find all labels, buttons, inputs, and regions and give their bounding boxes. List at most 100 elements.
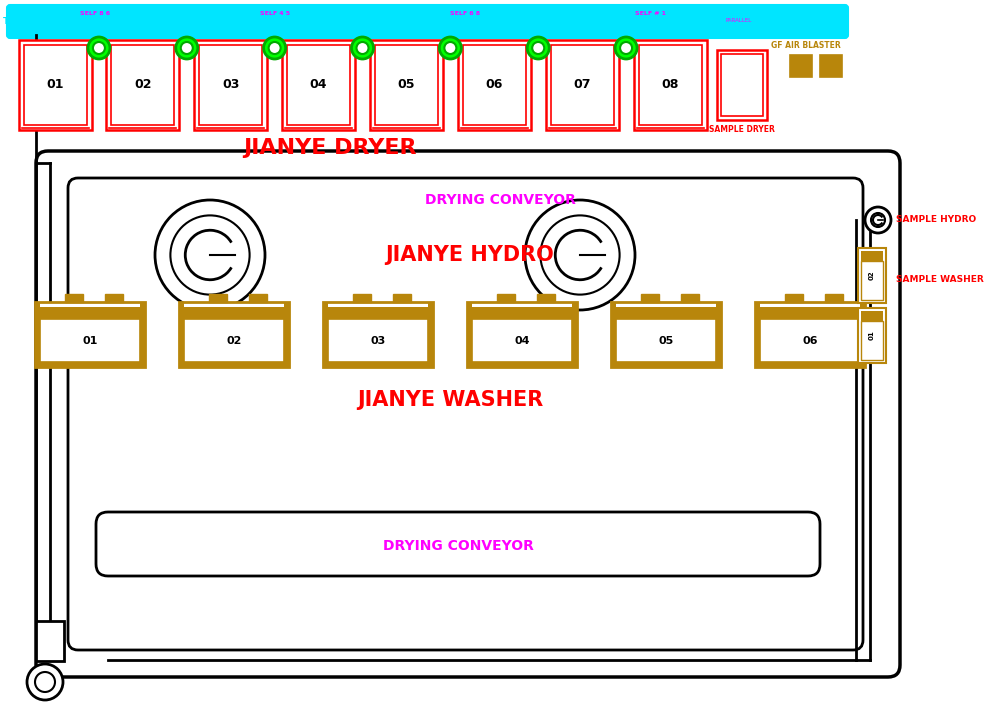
Text: 02: 02 (869, 270, 875, 280)
Bar (858, 248, 886, 303)
Bar (179, 302, 184, 367)
Bar (428, 302, 433, 367)
Circle shape (527, 37, 549, 59)
Bar (105, 294, 123, 302)
Bar (537, 294, 555, 302)
Bar (323, 302, 433, 367)
Bar (194, 40, 267, 130)
Bar (40, 307, 140, 319)
Circle shape (865, 207, 891, 233)
Circle shape (269, 42, 281, 54)
Circle shape (615, 37, 637, 59)
Bar (458, 40, 531, 130)
Bar (209, 294, 227, 302)
Text: TROLLEY: TROLLEY (3, 18, 48, 27)
Circle shape (88, 37, 110, 59)
Text: 600mm: 600mm (472, 18, 493, 23)
Bar (40, 319, 140, 362)
Bar (755, 302, 865, 367)
Bar (467, 302, 577, 367)
Bar (790, 55, 812, 77)
Text: SAMPLE WASHER: SAMPLE WASHER (896, 275, 984, 285)
Bar (18, 40, 92, 130)
Bar (375, 45, 438, 125)
Bar (353, 294, 371, 302)
Bar (716, 302, 721, 367)
Bar (40, 362, 140, 367)
Bar (861, 261, 883, 300)
Bar (35, 302, 40, 367)
Text: 01: 01 (869, 330, 875, 340)
Bar (328, 307, 428, 319)
Bar (546, 40, 619, 130)
Text: GF AIR BLASTER: GF AIR BLASTER (771, 41, 841, 50)
Bar (472, 307, 572, 319)
FancyBboxPatch shape (36, 151, 900, 677)
Text: SELF # 1: SELF # 1 (635, 11, 666, 16)
Circle shape (356, 42, 368, 54)
Bar (106, 40, 179, 130)
Text: JIANYE HYDRO: JIANYE HYDRO (386, 245, 554, 265)
Bar (36, 621, 64, 661)
Circle shape (352, 37, 374, 59)
Bar (611, 302, 721, 367)
Bar (616, 319, 716, 362)
Circle shape (93, 42, 105, 54)
Bar (755, 302, 760, 367)
FancyBboxPatch shape (96, 512, 820, 576)
Bar (472, 319, 572, 362)
Circle shape (170, 215, 250, 294)
Circle shape (181, 42, 193, 54)
Bar (497, 294, 515, 302)
Text: SELF 4 5: SELF 4 5 (260, 11, 290, 16)
Text: SELF 8 6: SELF 8 6 (80, 11, 110, 16)
Circle shape (155, 200, 265, 310)
Bar (861, 251, 883, 261)
Text: 08: 08 (661, 78, 679, 92)
Circle shape (620, 42, 632, 54)
Circle shape (532, 42, 544, 54)
Text: 01: 01 (82, 335, 98, 345)
Bar (323, 302, 328, 367)
Circle shape (540, 215, 620, 294)
Text: UP: UP (230, 11, 240, 16)
FancyBboxPatch shape (7, 5, 848, 38)
Text: SAMPLE DRYER: SAMPLE DRYER (709, 125, 775, 134)
Circle shape (35, 672, 55, 692)
Text: 05: 05 (398, 78, 415, 92)
Bar (825, 294, 843, 302)
Bar (184, 319, 284, 362)
Bar (140, 302, 145, 367)
Bar (717, 50, 767, 120)
Bar (467, 302, 472, 367)
Text: DRYING CONVEYOR: DRYING CONVEYOR (425, 193, 575, 207)
Text: JIANYE DRYER: JIANYE DRYER (243, 138, 417, 158)
Bar (282, 40, 355, 130)
Circle shape (27, 664, 63, 700)
Text: 03: 03 (222, 78, 239, 92)
Bar (760, 362, 860, 367)
Bar (184, 307, 284, 319)
Bar (611, 302, 616, 367)
Text: 06: 06 (802, 335, 818, 345)
Text: 04: 04 (310, 78, 327, 92)
Text: 01: 01 (46, 78, 64, 92)
Text: 07: 07 (573, 78, 591, 92)
Bar (463, 45, 526, 125)
Text: DRYING CONVEYOR: DRYING CONVEYOR (383, 539, 533, 553)
Bar (760, 307, 860, 319)
Circle shape (264, 37, 286, 59)
Bar (760, 319, 860, 362)
Text: UP: UP (620, 11, 630, 16)
Bar (551, 45, 614, 125)
Bar (858, 308, 886, 363)
Bar (820, 55, 842, 77)
Bar (393, 294, 411, 302)
Bar (111, 45, 174, 125)
Bar (472, 362, 572, 367)
Bar (681, 294, 699, 302)
Text: UP: UP (35, 11, 45, 16)
Bar (328, 362, 428, 367)
Text: JIANYE WASHER: JIANYE WASHER (357, 390, 543, 410)
Bar (861, 311, 883, 321)
